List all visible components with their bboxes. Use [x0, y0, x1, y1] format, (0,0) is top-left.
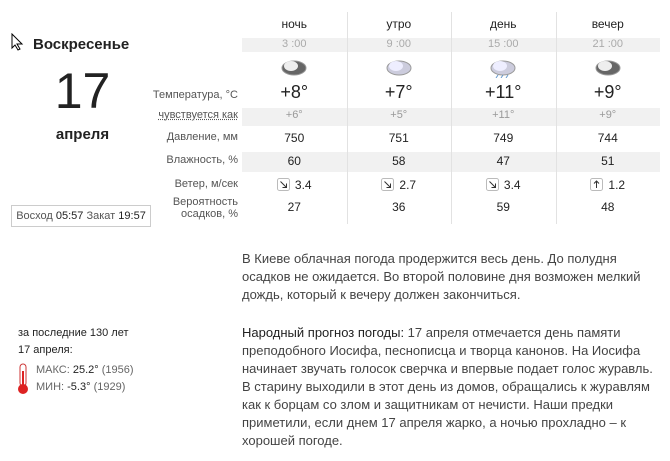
row-label: Ветер, м/сек: [174, 178, 238, 190]
cursor: [11, 33, 24, 51]
weather-icon: [595, 60, 621, 76]
wind-speed: 3.4: [294, 178, 312, 192]
column-time: 3 :00: [282, 38, 307, 50]
cell-value: +9°: [593, 82, 622, 102]
min-year: (1929): [93, 381, 126, 393]
history-max: МАКС: 25.2° (1956): [36, 364, 134, 376]
cell-value: 47: [496, 154, 510, 168]
wind-cell: 3.4: [451, 178, 556, 192]
wind-speed: 2.7: [399, 178, 417, 192]
cell-value: 48: [601, 200, 615, 214]
forecast-text: В Киеве облачная погода продержится весь…: [242, 251, 641, 302]
date: 17: [54, 63, 111, 119]
wind-cell: 3.4: [242, 178, 347, 192]
cell-value: 744: [597, 131, 618, 145]
column-name: утро: [386, 17, 412, 31]
cell-value: +6°: [285, 109, 303, 121]
column-time: 15 :00: [487, 38, 519, 50]
month: апреля: [55, 126, 110, 143]
weekday: Воскресенье: [33, 36, 130, 53]
wind-direction-icon: [381, 178, 395, 191]
folk-text: 17 апреля отмечается день памяти преподо…: [242, 325, 653, 448]
wind-speed: 3.4: [503, 178, 521, 192]
cell-value: +5°: [390, 109, 408, 121]
weather-icon: [490, 60, 516, 78]
cell-value: +11°: [485, 82, 522, 102]
row-label: чувствуется как: [158, 109, 238, 121]
cell-value: +7°: [384, 82, 413, 102]
wind-speed: 1.2: [608, 178, 626, 192]
sunrise-label: Восход: [16, 210, 53, 222]
max-value: 25.2°: [72, 364, 99, 376]
cell-value: +11°: [492, 109, 515, 121]
column-divider: [556, 12, 557, 224]
cell-value: 751: [388, 131, 409, 145]
column-name: день: [489, 17, 517, 31]
column-time: 21 :00: [592, 38, 624, 50]
column-divider: [347, 12, 348, 224]
sunset-label: Закат: [86, 210, 116, 222]
cell-value: +9°: [599, 109, 617, 121]
min-label: МИН:: [36, 381, 65, 393]
sunset: 19:57: [118, 210, 146, 222]
cell-value: 750: [284, 131, 305, 145]
sun-box: Восход 05:57 Закат 19:57: [11, 205, 151, 227]
history-line: 17 апреля:: [18, 344, 73, 356]
folk-forecast: Народный прогноз погоды: 17 апреля отмеч…: [242, 324, 662, 450]
row-label: Температура, °C: [152, 89, 238, 101]
wind-cell: 1.2: [556, 178, 661, 192]
cell-value: +8°: [280, 82, 309, 102]
row-label: Влажность, %: [166, 154, 238, 166]
cell-value: 27: [287, 200, 301, 214]
cell-value: 59: [496, 200, 510, 214]
column-divider: [451, 12, 452, 224]
weather-icon: [281, 60, 307, 76]
cell-value: 749: [493, 131, 514, 145]
column-name: ночь: [281, 17, 308, 31]
wind-cell: 2.7: [347, 178, 452, 192]
row-label: Давление, мм: [166, 131, 238, 143]
column-time: 9 :00: [386, 38, 411, 50]
cell-value: 36: [392, 200, 406, 214]
column-name: вечер: [591, 17, 624, 31]
thermometer-icon: [18, 363, 28, 394]
max-year: (1956): [101, 364, 134, 376]
cell-value: 58: [392, 154, 406, 168]
sunrise: 05:57: [55, 210, 84, 222]
row-label: Вероятность осадков, %: [172, 196, 238, 220]
max-label: МАКС:: [36, 364, 70, 376]
min-value: -5.3°: [67, 381, 91, 393]
wind-direction-icon: [485, 178, 499, 191]
wind-direction-icon: [590, 178, 604, 191]
folk-title: Народный прогноз погоды:: [242, 325, 405, 340]
wind-direction-icon: [276, 178, 290, 191]
cell-value: 51: [601, 154, 615, 168]
weather-icon: [386, 60, 412, 76]
history-min: МИН: -5.3° (1929): [36, 381, 125, 393]
cell-value: 60: [287, 154, 301, 168]
history-line: за последние 130 лет: [18, 327, 129, 339]
